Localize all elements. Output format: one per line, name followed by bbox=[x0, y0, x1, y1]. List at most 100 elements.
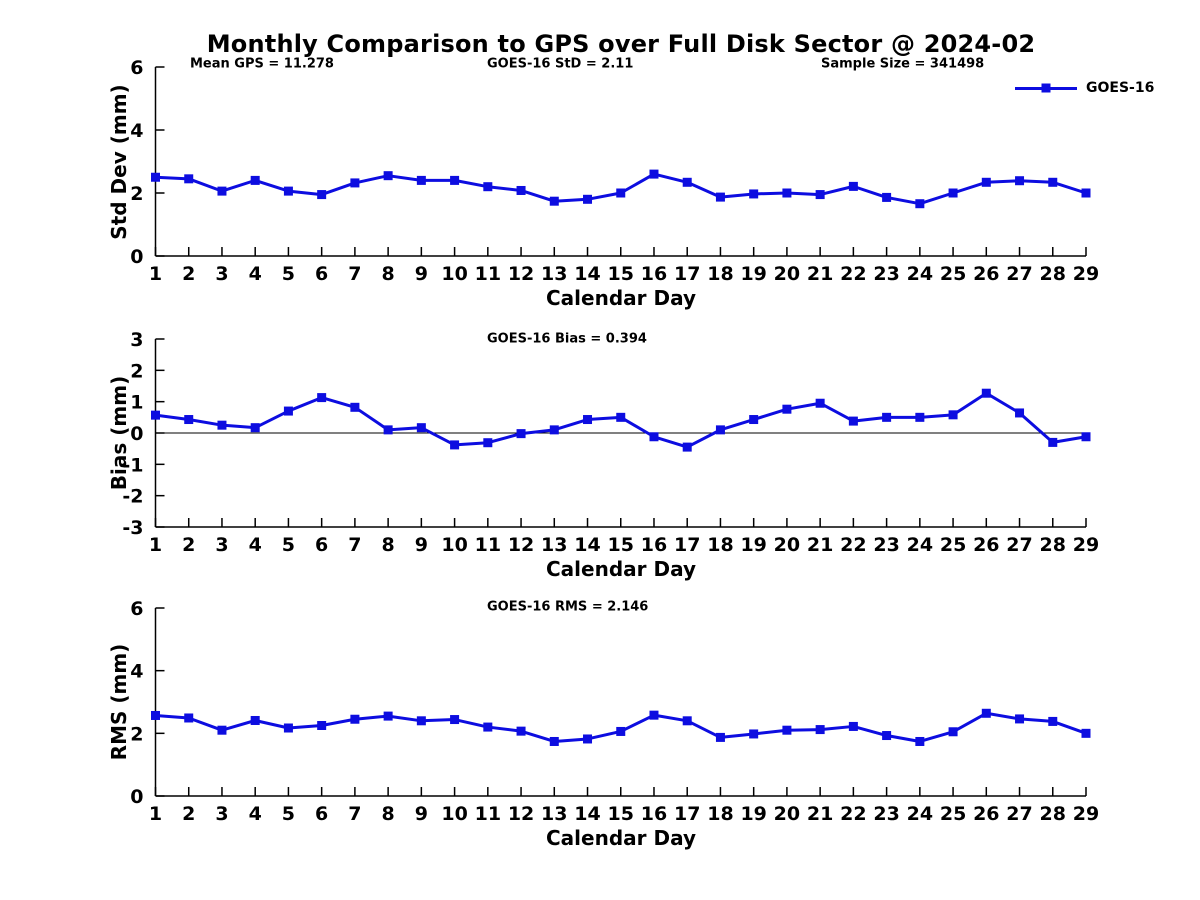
std-dev-ytick-label: 2 bbox=[130, 183, 143, 205]
std-dev-data-marker bbox=[782, 188, 792, 198]
rms-data-marker bbox=[549, 736, 559, 746]
std-dev-data-marker bbox=[649, 169, 659, 179]
rms-data-marker bbox=[616, 726, 626, 736]
bias-data-marker bbox=[1081, 432, 1091, 442]
rms-xtick-label: 13 bbox=[541, 803, 567, 825]
bias-data-marker bbox=[649, 432, 659, 442]
rms-data-marker bbox=[915, 736, 925, 746]
std-dev-xtick-label: 7 bbox=[348, 263, 361, 285]
std-dev-xtick-label: 13 bbox=[541, 263, 567, 285]
bias-data-marker bbox=[848, 416, 858, 426]
bias-data-marker bbox=[549, 425, 559, 435]
figure-title: Monthly Comparison to GPS over Full Disk… bbox=[206, 30, 1036, 58]
rms-data-marker bbox=[151, 710, 160, 720]
legend-square-marker-icon bbox=[1041, 83, 1051, 93]
bias-xtick-label: 15 bbox=[608, 534, 634, 556]
rms-data-marker bbox=[882, 731, 892, 741]
ylabel-rms: RMS (mm) bbox=[107, 643, 131, 761]
rms-data-marker bbox=[516, 726, 526, 736]
bias-xtick-label: 11 bbox=[475, 534, 501, 556]
bias-xtick-label: 24 bbox=[907, 534, 933, 556]
std-dev-xtick-label: 15 bbox=[608, 263, 634, 285]
std-dev-data-marker bbox=[283, 186, 293, 196]
std-dev-data-marker bbox=[715, 192, 725, 202]
legend-label: GOES-16 bbox=[1086, 80, 1155, 96]
rms-data-marker bbox=[749, 729, 759, 739]
bias-xtick-label: 22 bbox=[840, 534, 866, 556]
bias-data-marker bbox=[151, 410, 160, 420]
bias-data-marker bbox=[283, 406, 293, 416]
bias-xtick-label: 27 bbox=[1006, 534, 1032, 556]
xlabel-stddev: Calendar Day bbox=[546, 286, 696, 310]
annotation-goes16-bias: GOES-16 Bias = 0.394 bbox=[487, 331, 647, 347]
std-dev-data-marker bbox=[981, 177, 991, 187]
rms-data-marker bbox=[981, 708, 991, 718]
std-dev-data-marker bbox=[151, 172, 160, 182]
std-dev-xtick-label: 17 bbox=[674, 263, 700, 285]
std-dev-xtick-label: 14 bbox=[574, 263, 600, 285]
rms-data-marker bbox=[583, 734, 593, 744]
rms-xtick-label: 23 bbox=[873, 803, 899, 825]
rms-data-marker bbox=[217, 725, 227, 735]
rms-xtick-label: 24 bbox=[907, 803, 933, 825]
rms-xtick-label: 5 bbox=[282, 803, 295, 825]
bias-data-marker bbox=[782, 404, 792, 414]
std-dev-xtick-label: 10 bbox=[441, 263, 467, 285]
bias-ytick-label: 3 bbox=[130, 329, 143, 351]
bias-ytick-label: -1 bbox=[122, 454, 143, 476]
std-dev-data-marker bbox=[882, 192, 892, 202]
rms-xtick-label: 2 bbox=[182, 803, 195, 825]
annotation-goes16-rms: GOES-16 RMS = 2.146 bbox=[487, 599, 649, 615]
bias-data-marker bbox=[682, 442, 692, 452]
bias-xtick-label: 25 bbox=[940, 534, 966, 556]
std-dev-xtick-label: 9 bbox=[415, 263, 428, 285]
rms-xtick-label: 6 bbox=[315, 803, 328, 825]
std-dev-xtick-label: 8 bbox=[382, 263, 395, 285]
rms-xtick-label: 9 bbox=[415, 803, 428, 825]
std-dev-xtick-label: 25 bbox=[940, 263, 966, 285]
std-dev-data-marker bbox=[217, 186, 227, 196]
bias-data-marker bbox=[981, 388, 991, 398]
bias-xtick-label: 6 bbox=[315, 534, 328, 556]
bias-xtick-label: 17 bbox=[674, 534, 700, 556]
bias-xtick-label: 26 bbox=[973, 534, 999, 556]
rms-data-marker bbox=[317, 721, 327, 730]
std-dev-data-marker bbox=[948, 188, 958, 198]
std-dev-data-marker bbox=[1015, 176, 1025, 186]
std-dev-xtick-label: 22 bbox=[840, 263, 866, 285]
rms-data-marker bbox=[649, 710, 659, 720]
std-dev-xtick-label: 2 bbox=[182, 263, 195, 285]
bias-xtick-label: 14 bbox=[574, 534, 600, 556]
rms-data-marker bbox=[1048, 716, 1058, 726]
bias-xtick-label: 12 bbox=[508, 534, 534, 556]
bias-data-marker bbox=[948, 410, 958, 420]
std-dev-data-marker bbox=[1081, 188, 1091, 198]
std-dev-xtick-label: 12 bbox=[508, 263, 534, 285]
bias-data-marker bbox=[250, 423, 260, 433]
rms-xtick-label: 8 bbox=[382, 803, 395, 825]
bias-data-marker bbox=[416, 423, 426, 433]
std-dev-data-marker bbox=[583, 194, 593, 204]
std-dev-xtick-label: 4 bbox=[249, 263, 262, 285]
rms-xtick-label: 25 bbox=[940, 803, 966, 825]
legend: GOES-16 bbox=[1015, 80, 1154, 96]
std-dev-xtick-label: 16 bbox=[641, 263, 667, 285]
bias-xtick-label: 7 bbox=[348, 534, 361, 556]
rms-xtick-label: 11 bbox=[475, 803, 501, 825]
std-dev-data-marker bbox=[350, 178, 360, 188]
rms-data-marker bbox=[1015, 714, 1025, 724]
bias-data-marker bbox=[516, 429, 526, 439]
std-dev-data-marker bbox=[383, 171, 393, 181]
ylabel-stddev: Std Dev (mm) bbox=[107, 84, 131, 240]
rms-data-marker bbox=[416, 716, 426, 726]
rms-xtick-label: 21 bbox=[807, 803, 833, 825]
rms-xtick-label: 27 bbox=[1006, 803, 1032, 825]
bias-data-marker bbox=[483, 438, 493, 448]
bias-data-marker bbox=[217, 420, 227, 430]
bias-xtick-label: 4 bbox=[249, 534, 262, 556]
std-dev-xtick-label: 6 bbox=[315, 263, 328, 285]
rms-xtick-label: 29 bbox=[1073, 803, 1099, 825]
bias-xtick-label: 19 bbox=[740, 534, 766, 556]
